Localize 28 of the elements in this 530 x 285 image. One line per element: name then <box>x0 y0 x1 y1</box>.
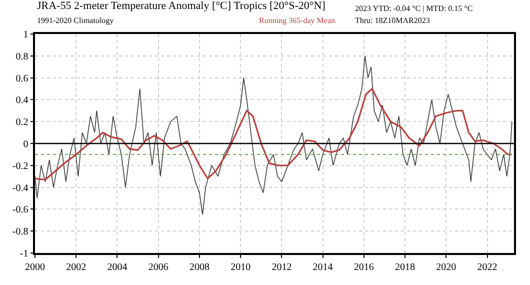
x-tick-label: 2006 <box>148 262 168 273</box>
text: Thru: 18Z10MAR2023 <box>355 16 430 25</box>
x-tick-label: 2008 <box>189 262 210 273</box>
x-tick-label: 2010 <box>230 262 251 273</box>
chart-subtitle: 1991-2020 Climatology <box>37 16 114 25</box>
x-tick-label: 2004 <box>107 262 128 273</box>
y-tick-label: 1 <box>23 30 28 40</box>
chart-title: JRA-55 2-meter Temperature Anomaly [°C] Tropics [20°S-20°N] <box>37 0 326 12</box>
x-tick-label: 2012 <box>272 262 292 273</box>
y-tick-label: -0.8 <box>12 226 28 238</box>
y-tick-label: 0.8 <box>16 51 28 62</box>
x-tick-label: 2022 <box>477 262 498 273</box>
y-tick-label: 0.2 <box>16 117 28 128</box>
text: 2023 YTD: -0.04 °C | MTD: 0.15 °C <box>355 4 473 13</box>
x-tick-label: 2020 <box>436 262 456 273</box>
y-tick-label: -0.4 <box>12 182 28 194</box>
x-tick-label: 2014 <box>312 262 333 273</box>
text: Running 365-day Mean <box>259 16 335 25</box>
y-tick-label: -0.2 <box>12 160 28 172</box>
y-tick-label: 0 <box>23 139 28 150</box>
x-tick-label: 2000 <box>25 262 45 273</box>
y-tick-label: 0.4 <box>16 95 28 106</box>
x-tick-label: 2016 <box>354 262 374 273</box>
y-tick-label: -1 <box>20 248 28 260</box>
x-tick-label: 2002 <box>66 262 86 273</box>
y-tick-label: 0.6 <box>16 73 28 84</box>
y-tick-label: -0.6 <box>12 204 28 216</box>
x-tick-label: 2018 <box>395 262 416 273</box>
